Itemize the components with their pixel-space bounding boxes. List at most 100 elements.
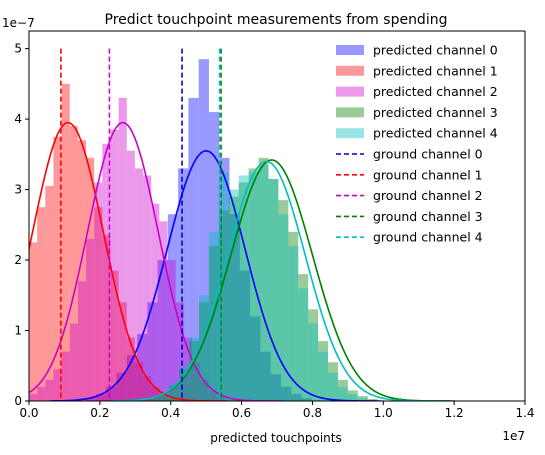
hist-series-2: [29, 97, 225, 401]
hist-bar: [137, 334, 148, 401]
x-tick-label: 1.4: [515, 406, 534, 420]
hist-bar: [106, 386, 117, 401]
hist-bar: [218, 210, 229, 401]
hist-bar: [188, 97, 199, 401]
legend-swatch: [336, 86, 364, 97]
legend-label: predicted channel 2: [373, 84, 498, 99]
hist-bar: [167, 214, 179, 401]
hist-bar: [167, 397, 176, 401]
hist-bar: [126, 337, 135, 401]
axes-frame: [28, 30, 526, 402]
chart-title: Predict touchpoint measurements from spe…: [105, 12, 448, 28]
x-tick-label: 0.4: [161, 406, 180, 420]
hist-bar: [301, 398, 312, 401]
hist-bar: [178, 168, 189, 401]
hist-series-1: [29, 83, 176, 401]
hist-bar: [134, 362, 144, 401]
hist-bar: [29, 242, 38, 401]
hist-bar: [199, 295, 209, 401]
legend-label: predicted channel 1: [373, 63, 498, 78]
hist-bar: [318, 351, 329, 401]
hist-bar: [238, 182, 249, 401]
legend-label: ground channel 2: [373, 188, 483, 203]
hist-bar: [86, 238, 95, 401]
hist-bar: [318, 341, 329, 401]
hist-series-4: [149, 164, 368, 401]
hist-bar: [298, 288, 309, 401]
hist-bar: [102, 235, 111, 401]
hist-bar: [191, 362, 201, 401]
hist-bar: [248, 171, 259, 401]
hist-bar: [53, 136, 62, 401]
legend-swatch: [336, 45, 364, 55]
kde-curve-4: [110, 160, 442, 401]
hist-bar: [198, 59, 209, 401]
hist-bar: [159, 393, 170, 401]
hist-bar: [347, 393, 358, 401]
hist-bar: [159, 392, 170, 401]
hist-bar: [77, 140, 87, 401]
hist-bar: [149, 397, 160, 401]
hist-bar: [151, 386, 160, 401]
hist-bar: [61, 83, 70, 401]
legend-label: predicted channel 3: [373, 105, 498, 120]
hist-bar: [208, 245, 219, 401]
hist-bar: [218, 171, 229, 401]
hist-bar: [288, 245, 299, 401]
hist-bar: [29, 393, 38, 401]
y-exponent-label: 1e−7: [2, 16, 35, 30]
hist-bar: [159, 393, 168, 401]
hist-bar: [45, 379, 54, 401]
hist-bar: [118, 97, 127, 401]
hist-bar: [110, 270, 119, 401]
hist-bar: [328, 362, 338, 401]
legend-swatch: [336, 65, 364, 76]
histogram-bars: [29, 59, 378, 401]
hist-bar: [367, 398, 378, 401]
x-tick-label: 1.0: [374, 406, 393, 420]
hist-bar: [291, 393, 302, 401]
hist-bar: [147, 302, 158, 401]
hist-bar: [258, 164, 269, 401]
x-tick-label: 0.8: [303, 406, 322, 420]
hist-bar: [69, 323, 78, 401]
hist-bar: [357, 396, 368, 401]
y-tick-label: 2: [14, 253, 22, 267]
hist-bar: [278, 214, 289, 401]
hist-bar: [278, 200, 289, 401]
hist-bar: [151, 203, 160, 401]
hist-bar: [228, 196, 239, 401]
hist-bar: [208, 112, 220, 401]
hist-bar: [95, 393, 107, 401]
hist-bar: [126, 355, 138, 401]
hist-bar: [189, 341, 200, 401]
hist-bar: [250, 316, 261, 401]
plot-area: [29, 48, 456, 401]
hist-bar: [149, 398, 160, 401]
hist-bar: [157, 260, 168, 401]
ground-lines: [60, 48, 222, 401]
hist-bar: [189, 337, 200, 401]
hist-bar: [179, 369, 190, 401]
hist-bar: [328, 372, 338, 401]
kde-curve-0: [50, 150, 382, 401]
y-tick-label: 5: [14, 42, 22, 56]
hist-bar: [357, 398, 368, 401]
x-tick-label: 1.2: [445, 406, 464, 420]
hist-bar: [159, 221, 168, 401]
legend-label: ground channel 1: [373, 167, 483, 182]
hist-bar: [268, 179, 279, 401]
hist-bar: [337, 379, 348, 401]
hist-bar: [308, 323, 319, 401]
hist-bar: [179, 365, 190, 401]
y-tick-label: 0: [14, 394, 22, 408]
hist-bar: [238, 175, 249, 401]
hist-bar: [94, 207, 103, 401]
kde-curves: [29, 121, 456, 401]
hist-bar: [258, 157, 269, 401]
hist-bar: [37, 207, 46, 401]
hist-bar: [260, 351, 271, 401]
legend-label: ground channel 0: [373, 147, 483, 162]
hist-bar: [347, 390, 358, 401]
